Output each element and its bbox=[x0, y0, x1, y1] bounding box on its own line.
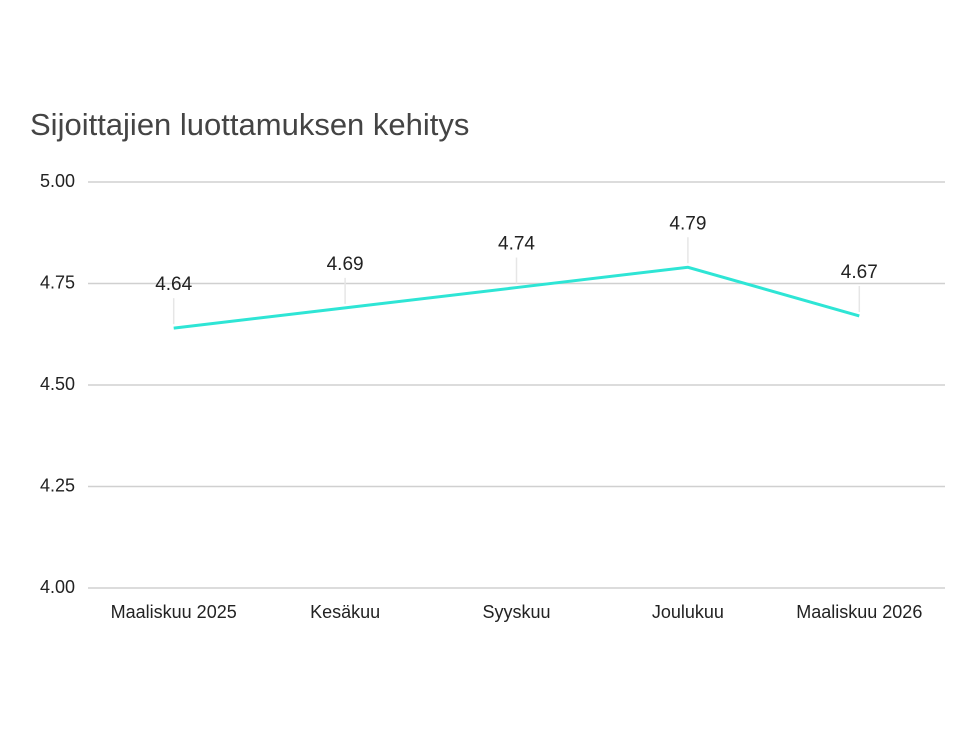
data-label: 4.67 bbox=[841, 262, 878, 283]
y-tick-label: 4.25 bbox=[40, 475, 75, 495]
y-tick-label: 4.75 bbox=[40, 272, 75, 292]
x-tick-label: Kesäkuu bbox=[310, 602, 380, 622]
x-tick-label: Maaliskuu 2025 bbox=[111, 602, 237, 622]
y-tick-label: 4.50 bbox=[40, 374, 75, 394]
y-tick-label: 5.00 bbox=[40, 171, 75, 191]
data-label: 4.79 bbox=[669, 213, 706, 234]
chart-title: Sijoittajien luottamuksen kehitys bbox=[30, 107, 469, 142]
x-tick-label: Syyskuu bbox=[482, 602, 550, 622]
x-tick-label: Maaliskuu 2026 bbox=[796, 602, 922, 622]
data-label: 4.64 bbox=[155, 274, 192, 295]
data-label: 4.74 bbox=[498, 234, 535, 255]
y-tick-label: 4.00 bbox=[40, 577, 75, 597]
data-label: 4.69 bbox=[327, 254, 364, 275]
x-tick-label: Joulukuu bbox=[652, 602, 724, 622]
line bbox=[173, 265, 860, 330]
